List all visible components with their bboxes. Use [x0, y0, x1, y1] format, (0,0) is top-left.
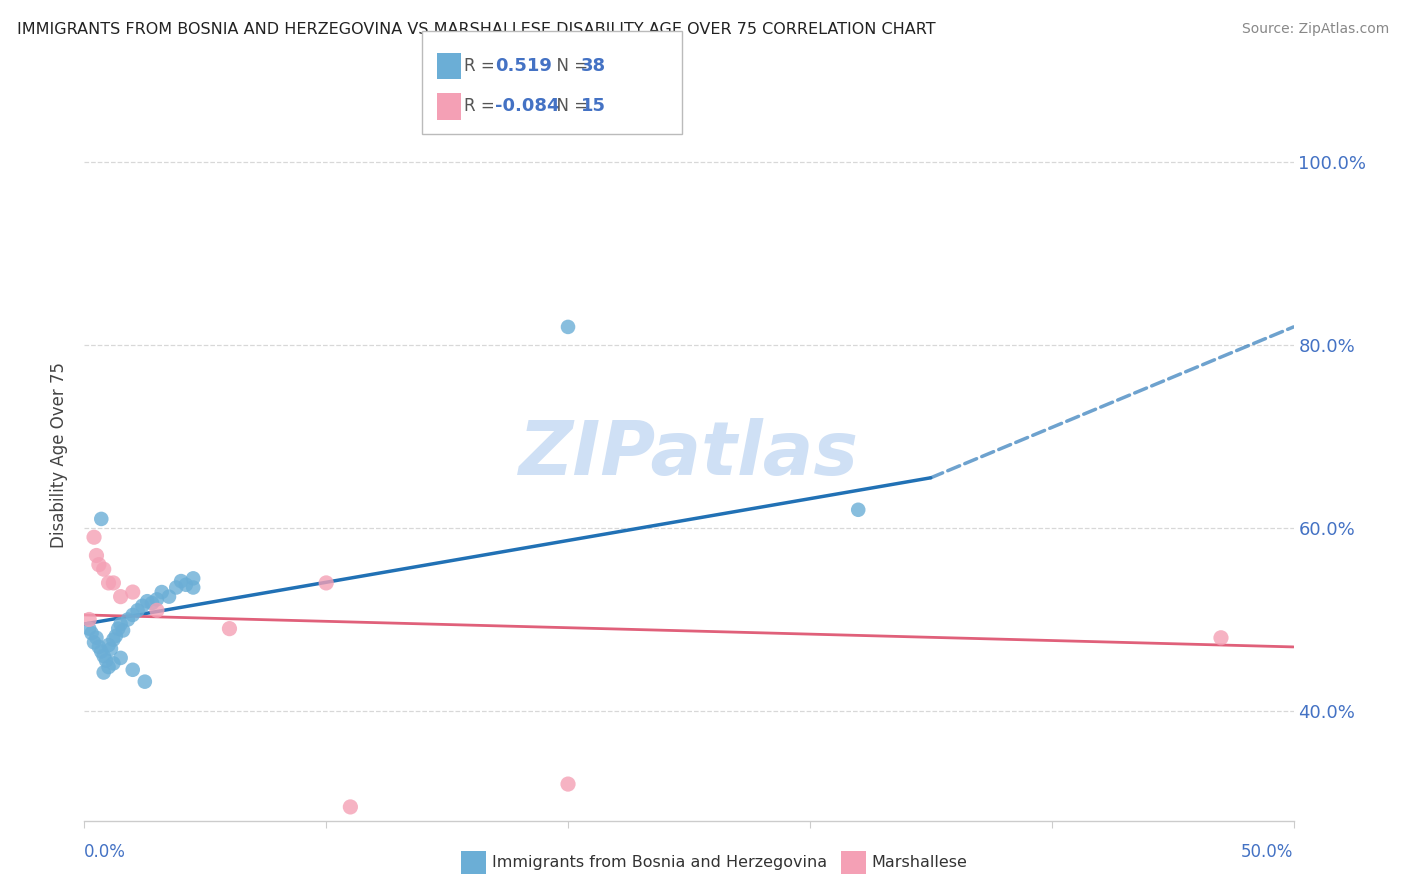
- Text: 0.519: 0.519: [495, 57, 551, 75]
- Point: [77, 622, 100, 636]
- Point: [218, 622, 240, 636]
- Point: [90, 512, 112, 526]
- Point: [86, 631, 108, 645]
- Point: [174, 578, 197, 592]
- Point: [165, 581, 187, 595]
- Point: [97, 576, 120, 591]
- Point: [103, 632, 125, 647]
- Point: [131, 599, 153, 613]
- Point: [80, 626, 103, 640]
- Text: -0.084: -0.084: [495, 97, 560, 115]
- Point: [97, 660, 120, 674]
- Point: [87, 558, 110, 572]
- Point: [94, 654, 117, 668]
- Point: [1209, 631, 1232, 645]
- Text: IMMIGRANTS FROM BOSNIA AND HERZEGOVINA VS MARSHALLESE DISABILITY AGE OVER 75 COR: IMMIGRANTS FROM BOSNIA AND HERZEGOVINA V…: [17, 22, 935, 37]
- Point: [141, 596, 163, 610]
- Point: [93, 562, 115, 576]
- Text: N =: N =: [546, 97, 593, 115]
- Text: R =: R =: [464, 97, 501, 115]
- Point: [117, 613, 139, 627]
- Point: [121, 663, 143, 677]
- Point: [557, 320, 579, 334]
- Point: [110, 617, 132, 632]
- Point: [87, 640, 110, 654]
- Point: [127, 603, 149, 617]
- Text: ZIPatlas: ZIPatlas: [519, 418, 859, 491]
- Point: [339, 800, 361, 814]
- Point: [103, 657, 125, 671]
- Point: [97, 638, 120, 652]
- Point: [146, 603, 169, 617]
- Point: [170, 574, 193, 588]
- Text: R =: R =: [464, 57, 501, 75]
- Point: [134, 674, 156, 689]
- Text: Marshallese: Marshallese: [872, 855, 967, 870]
- Point: [104, 629, 127, 643]
- Point: [86, 549, 108, 563]
- Point: [157, 590, 180, 604]
- Point: [557, 777, 579, 791]
- Point: [100, 641, 122, 656]
- Point: [90, 644, 112, 658]
- Point: [107, 622, 129, 636]
- Point: [103, 576, 125, 591]
- Point: [181, 571, 204, 585]
- Text: 15: 15: [581, 97, 606, 115]
- Point: [121, 585, 143, 599]
- Text: 50.0%: 50.0%: [1241, 844, 1294, 862]
- Point: [110, 590, 132, 604]
- Text: Immigrants from Bosnia and Herzegovina: Immigrants from Bosnia and Herzegovina: [492, 855, 827, 870]
- Point: [146, 592, 169, 607]
- Text: 38: 38: [581, 57, 606, 75]
- Text: N =: N =: [546, 57, 593, 75]
- Text: 0.0%: 0.0%: [84, 844, 127, 862]
- Point: [315, 576, 337, 591]
- Point: [77, 613, 100, 627]
- Point: [93, 665, 115, 680]
- Point: [112, 624, 135, 638]
- Point: [150, 585, 173, 599]
- Point: [846, 503, 869, 517]
- Point: [83, 530, 105, 544]
- Point: [93, 649, 115, 664]
- Point: [181, 581, 204, 595]
- Y-axis label: Disability Age Over 75: Disability Age Over 75: [51, 362, 69, 548]
- Point: [121, 607, 143, 622]
- Point: [110, 651, 132, 665]
- Text: Source: ZipAtlas.com: Source: ZipAtlas.com: [1241, 22, 1389, 37]
- Point: [83, 635, 105, 649]
- Point: [136, 594, 159, 608]
